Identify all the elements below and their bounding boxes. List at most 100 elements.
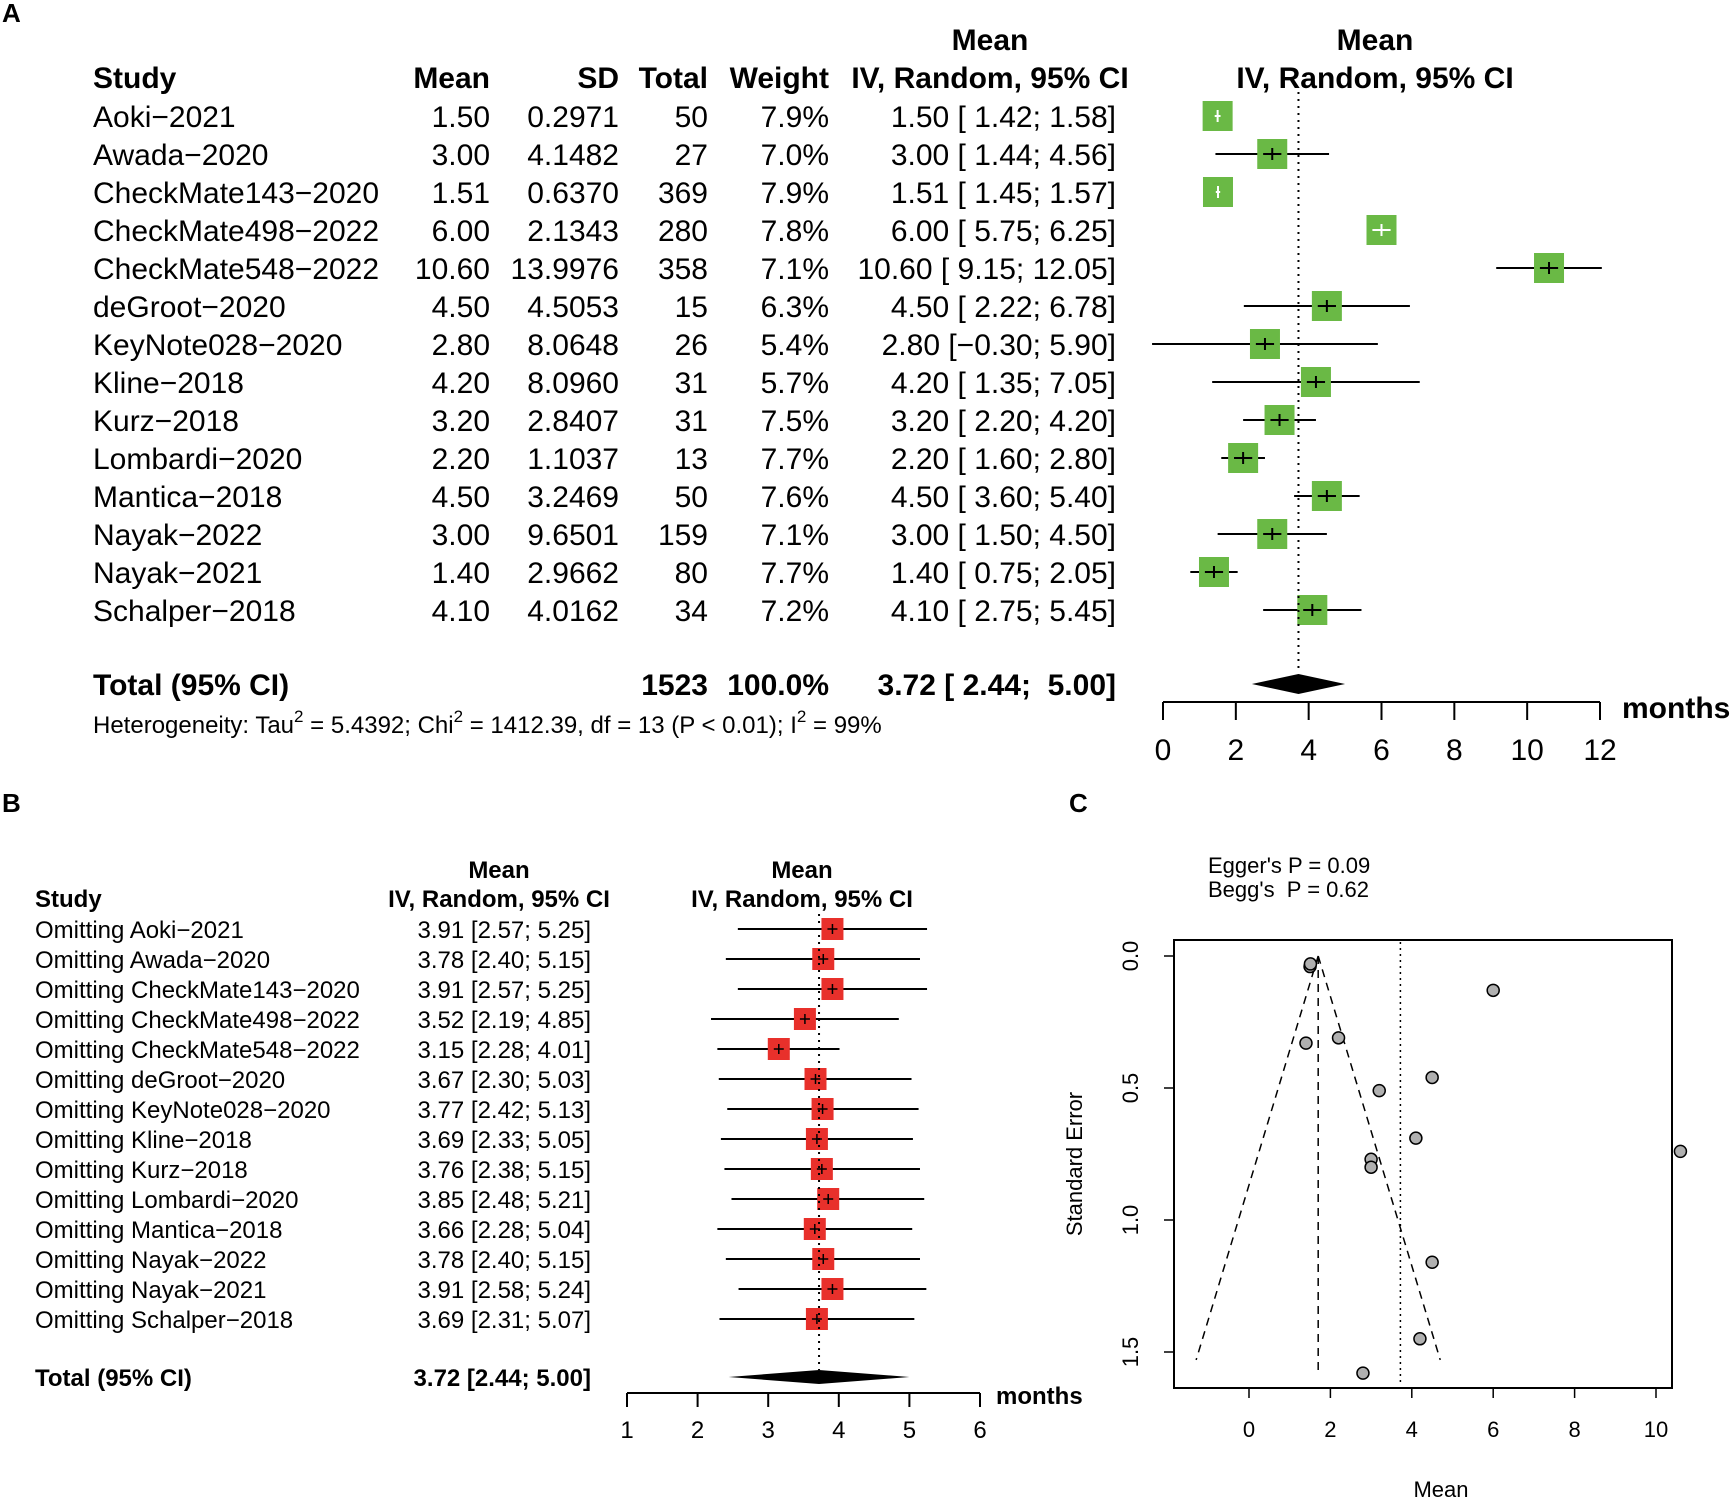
b-header-effect: IV, Random, 95% CI <box>388 886 610 913</box>
a-total-n: 1523 <box>641 669 708 702</box>
a-sd-value: 2.8407 <box>527 405 619 438</box>
a-header-total: Total <box>639 62 708 95</box>
panel-c-funnel-plot: C Egger's P = 0.09 Begg's P = 0.62 0 2 4 6 8… <box>1062 788 1688 1502</box>
a-sd-value: 8.0960 <box>527 367 619 400</box>
panel-a-label: A <box>2 0 21 28</box>
a-x-tick-label: 8 <box>1446 734 1463 767</box>
a-weight-value: 7.2% <box>761 595 829 628</box>
a-sd-value: 3.2469 <box>527 481 619 514</box>
a-x-tick-label: 12 <box>1583 734 1616 767</box>
b-ci-text: 3.66 [2.28; 5.04] <box>418 1217 591 1244</box>
c-y-tick-label: 0.0 <box>1118 941 1143 972</box>
a-ci-text: 4.10 [ 2.75; 5.45] <box>891 595 1116 628</box>
a-summary-diamond <box>1251 674 1346 694</box>
a-sd-value: 8.0648 <box>527 329 619 362</box>
a-mean-value: 4.50 <box>432 291 490 324</box>
c-study-point <box>1331 1031 1346 1045</box>
a-ci-text: 3.00 [ 1.44; 4.56] <box>891 139 1116 172</box>
a-header-mean: Mean <box>413 62 490 95</box>
c-xlabel: Mean <box>1413 1477 1468 1502</box>
b-study-name: Omitting Nayak−2022 <box>35 1247 266 1274</box>
a-weight-value: 6.3% <box>761 291 829 324</box>
a-weight-value: 7.0% <box>761 139 829 172</box>
b-study-name: Omitting CheckMate548−2022 <box>35 1037 360 1064</box>
c-study-point <box>1425 1070 1439 1085</box>
a-heterogeneity: Heterogeneity: Tau2 = 5.4392; Chi2 = 141… <box>93 707 882 739</box>
a-mean-value: 1.50 <box>432 101 490 134</box>
b-study-name: Omitting KeyNote028−2020 <box>35 1097 331 1124</box>
a-x-tick-label: 2 <box>1227 734 1244 767</box>
panel-b-label: B <box>2 788 21 818</box>
b-study-name: Omitting CheckMate498−2022 <box>35 1007 360 1034</box>
a-header-plot-top: Mean <box>1337 24 1414 57</box>
a-total-value: 27 <box>675 139 708 172</box>
a-study-name: Kline−2018 <box>93 367 244 400</box>
a-study-name: CheckMate548−2022 <box>93 253 379 286</box>
a-mean-value: 6.00 <box>432 215 490 248</box>
a-sd-value: 0.6370 <box>527 177 619 210</box>
a-weight-value: 7.5% <box>761 405 829 438</box>
a-ci-text: 6.00 [ 5.75; 6.25] <box>891 215 1116 248</box>
a-study-name: Lombardi−2020 <box>93 443 302 476</box>
b-header-study: Study <box>35 886 102 913</box>
a-weight-value: 7.8% <box>761 215 829 248</box>
a-mean-value: 3.00 <box>432 519 490 552</box>
b-ci-text: 3.67 [2.30; 5.03] <box>418 1067 591 1094</box>
b-ci-text: 3.69 [2.33; 5.05] <box>418 1127 591 1154</box>
panel-b-forest-plot: B Mean Mean Study IV, Random, 95% CI IV,… <box>2 788 1083 1444</box>
a-mean-value: 2.20 <box>432 443 490 476</box>
b-total-ci: 3.72 [2.44; 5.00] <box>414 1365 591 1392</box>
a-study-name: deGroot−2020 <box>93 291 286 324</box>
b-ci-text: 3.85 [2.48; 5.21] <box>418 1187 591 1214</box>
a-sd-value: 4.5053 <box>527 291 619 324</box>
a-ci-text: 3.20 [ 2.20; 4.20] <box>891 405 1116 438</box>
b-total-label: Total (95% CI) <box>35 1365 192 1392</box>
a-total-value: 31 <box>675 367 708 400</box>
a-header-sd: SD <box>577 62 619 95</box>
a-header-effect: IV, Random, 95% CI <box>851 62 1128 95</box>
a-mean-value: 4.10 <box>432 595 490 628</box>
panel-c-label: C <box>1069 788 1088 818</box>
a-total-value: 34 <box>675 595 708 628</box>
b-ci-text: 3.77 [2.42; 5.13] <box>418 1097 591 1124</box>
a-total-value: 15 <box>675 291 708 324</box>
a-weight-value: 7.7% <box>761 443 829 476</box>
a-ci-text: 4.20 [ 1.35; 7.05] <box>891 367 1116 400</box>
a-weight-value: 7.1% <box>761 253 829 286</box>
b-summary-diamond <box>728 1370 910 1384</box>
b-study-name: Omitting Lombardi−2020 <box>35 1187 298 1214</box>
c-x-tick-label: 4 <box>1406 1417 1418 1442</box>
b-study-name: Omitting Aoki−2021 <box>35 917 244 944</box>
a-header-plot: IV, Random, 95% CI <box>1236 62 1513 95</box>
a-weight-value: 7.6% <box>761 481 829 514</box>
b-study-name: Omitting deGroot−2020 <box>35 1067 285 1094</box>
a-total-value: 13 <box>675 443 708 476</box>
b-ci-text: 3.91 [2.57; 5.25] <box>418 917 591 944</box>
c-study-point <box>1364 1160 1378 1174</box>
a-total-value: 80 <box>675 557 708 590</box>
a-sd-value: 2.1343 <box>527 215 619 248</box>
b-study-name: Omitting CheckMate143−2020 <box>35 977 360 1004</box>
c-study-point <box>1673 1144 1688 1159</box>
a-weight-value: 7.7% <box>761 557 829 590</box>
a-study-name: Mantica−2018 <box>93 481 282 514</box>
a-weight-value: 5.7% <box>761 367 829 400</box>
a-total-value: 280 <box>658 215 708 248</box>
a-total-ci: 3.72 [ 2.44; 5.00] <box>878 669 1116 702</box>
a-ci-text: 2.20 [ 1.60; 2.80] <box>891 443 1116 476</box>
c-x-tick-label: 6 <box>1487 1417 1499 1442</box>
a-weight-value: 7.1% <box>761 519 829 552</box>
a-sd-value: 0.2971 <box>527 101 619 134</box>
a-mean-value: 1.40 <box>432 557 490 590</box>
c-funnel-left-line <box>1195 955 1319 1361</box>
c-study-point <box>1413 1332 1427 1346</box>
c-x-tick-label: 8 <box>1568 1417 1580 1442</box>
c-study-point <box>1372 1083 1386 1098</box>
a-mean-value: 10.60 <box>415 253 490 286</box>
a-total-value: 50 <box>675 101 708 134</box>
b-x-tick-label: 3 <box>762 1417 775 1444</box>
c-study-point <box>1486 983 1500 998</box>
a-sd-value: 2.9662 <box>527 557 619 590</box>
c-x-tick-label: 2 <box>1324 1417 1336 1442</box>
a-total-value: 159 <box>658 519 708 552</box>
